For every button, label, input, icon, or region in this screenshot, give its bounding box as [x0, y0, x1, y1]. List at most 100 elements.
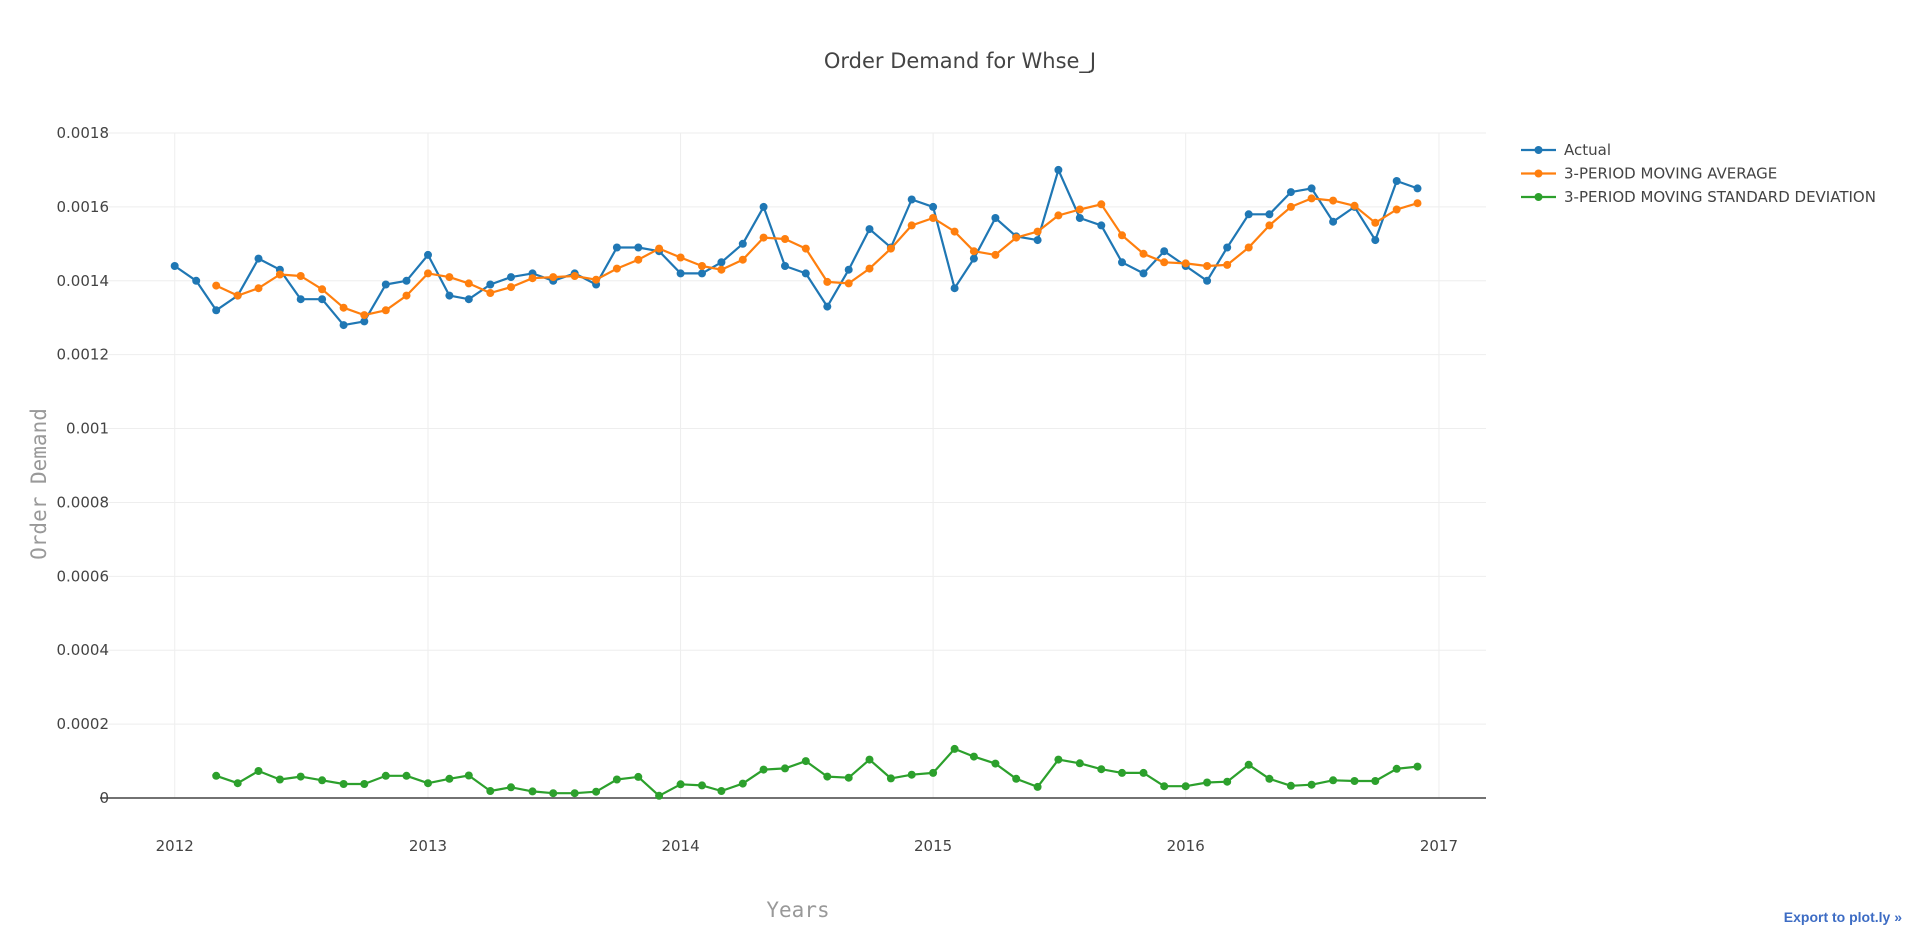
data-point[interactable] [1265, 774, 1274, 783]
data-point[interactable] [929, 768, 938, 777]
data-point[interactable] [759, 765, 768, 774]
data-point[interactable] [445, 291, 454, 300]
data-point[interactable] [507, 783, 515, 792]
data-point[interactable] [950, 284, 959, 293]
data-point[interactable] [1139, 269, 1148, 278]
data-point[interactable] [823, 302, 832, 311]
data-point[interactable] [634, 243, 643, 252]
legend[interactable]: Actual 3-PERIOD MOVING AVERAGE 3-PERIOD MO… [1521, 141, 1876, 206]
data-point[interactable] [402, 771, 411, 780]
data-point[interactable] [381, 280, 390, 289]
data-point[interactable] [1033, 782, 1042, 791]
data-point[interactable] [612, 264, 621, 273]
data-point[interactable] [717, 787, 726, 795]
data-point[interactable] [781, 235, 789, 243]
data-point[interactable] [381, 771, 390, 780]
data-point[interactable] [402, 276, 411, 285]
data-point[interactable] [801, 244, 810, 253]
data-point[interactable] [991, 759, 1000, 768]
data-point[interactable] [759, 233, 768, 242]
data-point[interactable] [275, 270, 284, 279]
data-point[interactable] [549, 789, 558, 798]
data-point[interactable] [1181, 259, 1190, 268]
data-point[interactable] [865, 225, 874, 234]
data-point[interactable] [634, 255, 643, 264]
data-point[interactable] [886, 774, 895, 783]
data-point[interactable] [781, 262, 789, 270]
data-point[interactable] [991, 250, 1000, 259]
data-point[interactable] [969, 247, 978, 256]
data-point[interactable] [698, 262, 706, 270]
data-point[interactable] [738, 239, 747, 248]
data-point[interactable] [570, 789, 579, 798]
data-point[interactable] [1118, 768, 1126, 777]
data-point[interactable] [296, 295, 305, 304]
data-point[interactable] [528, 274, 537, 283]
data-point[interactable] [318, 285, 327, 294]
data-point[interactable] [1033, 227, 1042, 236]
data-point[interactable] [592, 275, 601, 284]
data-point[interactable] [1392, 177, 1401, 185]
data-point[interactable] [865, 264, 874, 273]
data-point[interactable] [801, 757, 810, 766]
data-point[interactable] [969, 254, 978, 263]
data-point[interactable] [1329, 196, 1338, 205]
data-point[interactable] [1203, 778, 1212, 787]
data-point[interactable] [907, 221, 916, 230]
data-point[interactable] [1350, 201, 1359, 210]
data-point[interactable] [464, 295, 473, 304]
data-point[interactable] [1223, 243, 1232, 252]
data-point[interactable] [950, 227, 959, 236]
data-point[interactable] [486, 280, 495, 289]
data-point[interactable] [1097, 200, 1106, 209]
data-point[interactable] [1075, 214, 1084, 222]
data-point[interactable] [254, 284, 263, 293]
data-point[interactable] [318, 776, 327, 785]
data-point[interactable] [1286, 188, 1295, 197]
data-point[interactable] [655, 244, 664, 253]
data-point[interactable] [1012, 233, 1021, 242]
data-point[interactable] [676, 780, 685, 789]
data-point[interactable] [170, 262, 179, 270]
data-point[interactable] [1118, 231, 1126, 240]
data-point[interactable] [254, 767, 263, 775]
data-point[interactable] [212, 281, 221, 290]
data-point[interactable] [1392, 764, 1401, 773]
data-point[interactable] [1054, 165, 1063, 174]
data-point[interactable] [1307, 194, 1316, 203]
data-point[interactable] [969, 752, 978, 761]
data-point[interactable] [886, 244, 895, 253]
data-point[interactable] [1160, 247, 1169, 256]
data-point[interactable] [1413, 762, 1422, 771]
data-point[interactable] [1203, 276, 1212, 285]
data-point[interactable] [1265, 221, 1274, 230]
data-point[interactable] [339, 303, 348, 312]
data-point[interactable] [1286, 202, 1295, 211]
data-point[interactable] [445, 273, 454, 282]
data-point[interactable] [192, 276, 201, 285]
data-point[interactable] [464, 771, 473, 780]
data-point[interactable] [612, 243, 621, 252]
data-point[interactable] [464, 279, 473, 288]
data-point[interactable] [717, 258, 726, 267]
data-point[interactable] [424, 779, 432, 788]
data-point[interactable] [402, 291, 411, 300]
data-point[interactable] [1371, 218, 1380, 227]
data-point[interactable] [445, 774, 454, 783]
legend-item[interactable]: 3-PERIOD MOVING AVERAGE [1521, 165, 1777, 183]
data-point[interactable] [612, 775, 621, 784]
data-point[interactable] [381, 306, 390, 315]
data-point[interactable] [1413, 184, 1422, 193]
data-point[interactable] [929, 202, 938, 211]
data-point[interactable] [233, 291, 242, 300]
data-point[interactable] [360, 311, 369, 320]
data-point[interactable] [759, 202, 768, 211]
data-point[interactable] [1097, 765, 1106, 774]
data-point[interactable] [1139, 768, 1148, 777]
data-point[interactable] [486, 289, 495, 297]
data-point[interactable] [1054, 755, 1063, 764]
data-point[interactable] [1413, 199, 1422, 208]
data-point[interactable] [1307, 184, 1316, 193]
data-point[interactable] [1054, 211, 1063, 220]
data-point[interactable] [528, 787, 537, 796]
